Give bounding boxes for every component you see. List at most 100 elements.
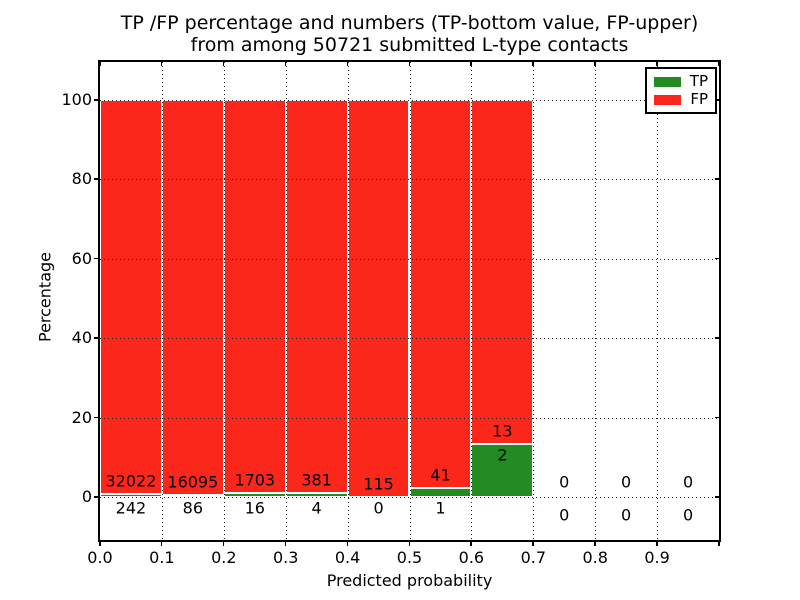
x-tick-top (718, 62, 720, 66)
y-tick (94, 416, 98, 419)
plot-area: TP FP 32022 242 16095 86 1703 16 381 4 115 0 41 1 13… (98, 60, 721, 542)
x-tick (718, 542, 720, 546)
x-tick-label: 0.0 (87, 548, 113, 567)
tp-count-label: 0 (559, 505, 570, 525)
tp-count-label: 0 (682, 505, 694, 525)
x-tick-top (284, 62, 287, 66)
y-tick-right (715, 178, 719, 180)
x-tick-label: 0.9 (644, 548, 670, 567)
y-tick-right (715, 496, 719, 498)
fp-bar (161, 100, 224, 495)
y-tick (94, 178, 98, 180)
y-gridline (100, 179, 719, 181)
legend: TP FP (645, 67, 717, 114)
tp-count-label: 0 (373, 498, 384, 518)
tp-count-label: 2 (497, 445, 508, 465)
fp-legend-label: FP (690, 90, 708, 108)
fp-bar (223, 100, 286, 494)
x-tick (656, 542, 658, 546)
y-gridline (100, 100, 719, 101)
legend-item-fp: FP (654, 92, 708, 107)
y-tick-label: 60 (71, 248, 92, 268)
x-axis-label: Predicted probability (326, 571, 493, 590)
tp-count-label: 0 (621, 505, 632, 525)
x-tick (470, 542, 472, 546)
x-tick-label: 0.1 (149, 548, 175, 567)
chart-title-line1: TP /FP percentage and numbers (TP-bottom… (120, 12, 699, 34)
x-gridline (533, 62, 535, 540)
tp-count-label: 242 (115, 498, 147, 518)
fp-count-label: 0 (682, 472, 694, 492)
fp-count-label: 115 (363, 474, 394, 494)
y-tick-label: 0 (81, 487, 92, 506)
y-gridline (100, 417, 719, 419)
x-tick (594, 542, 596, 546)
x-tick-top (99, 62, 101, 66)
x-gridline (285, 62, 287, 540)
tp-bar (409, 487, 472, 497)
y-tick-label: 20 (71, 407, 92, 427)
x-tick (222, 542, 225, 546)
x-tick-label: 0.7 (520, 548, 547, 567)
tp-count-label: 86 (182, 498, 204, 518)
fp-bar (409, 100, 472, 488)
fp-count-label: 13 (492, 421, 513, 441)
y-tick-label: 40 (71, 328, 92, 348)
tp-legend-label: TP (689, 72, 708, 90)
x-tick (99, 542, 101, 546)
x-gridline (223, 62, 225, 540)
tp-count-label: 1 (435, 498, 446, 518)
y-tick (94, 99, 98, 101)
x-gridline (161, 62, 163, 540)
fp-bar (100, 100, 162, 495)
tp-count-label: 16 (244, 498, 265, 518)
fp-swatch-icon (654, 94, 681, 105)
x-tick-label: 0.8 (582, 548, 608, 567)
fp-count-label: 0 (621, 472, 632, 492)
fp-count-label: 1703 (234, 470, 276, 490)
x-tick (532, 542, 534, 546)
tp-bar (471, 444, 534, 497)
tp-count-label: 4 (311, 498, 322, 518)
y-tick (94, 337, 98, 339)
x-tick-label: 0.4 (334, 548, 361, 567)
x-tick-top (222, 62, 225, 66)
y-tick-right (715, 337, 719, 339)
fp-bar (347, 100, 410, 497)
fp-count-label: 0 (559, 472, 570, 492)
fp-bar (285, 100, 348, 493)
legend-item-tp: TP (654, 74, 708, 89)
x-tick (408, 542, 410, 546)
x-tick (284, 542, 287, 546)
x-tick (160, 542, 163, 546)
y-tick-right (715, 99, 719, 101)
fp-count-label: 32022 (105, 471, 157, 491)
y-tick-label: 100 (61, 90, 92, 109)
x-gridline (409, 62, 411, 540)
fp-count-label: 16095 (167, 472, 219, 492)
tp-bar (100, 494, 162, 497)
x-tick-top (408, 62, 410, 66)
x-tick-label: 0.2 (211, 548, 237, 567)
x-tick-top (346, 62, 349, 66)
y-tick-label: 80 (71, 169, 92, 189)
x-tick-label: 0.6 (458, 548, 485, 567)
y-gridline (100, 258, 719, 260)
y-gridline (100, 497, 719, 498)
x-gridline (471, 62, 473, 540)
y-tick-right (715, 257, 719, 260)
x-tick-top (470, 62, 472, 66)
chart-title: TP /FP percentage and numbers (TP-bottom… (100, 12, 719, 56)
x-tick-top (656, 62, 658, 66)
x-tick-top (532, 62, 534, 66)
fp-bar (471, 100, 534, 445)
x-gridline (347, 62, 349, 540)
x-tick-top (594, 62, 596, 66)
fp-count-label: 381 (301, 470, 332, 490)
x-tick-label: 0.5 (396, 548, 423, 567)
x-tick-top (160, 62, 163, 66)
x-gridline (595, 62, 597, 540)
x-gridline (657, 62, 659, 540)
y-tick-right (715, 416, 719, 419)
